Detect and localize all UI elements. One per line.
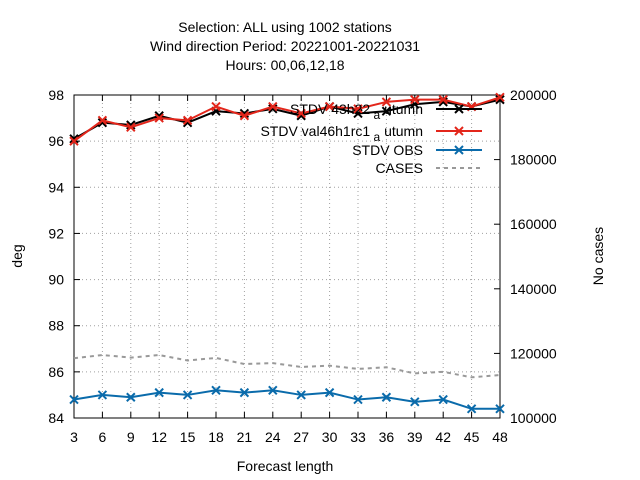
y2-tick-label: 180000 bbox=[510, 152, 557, 168]
chart-ticks: 3 6 9 12 15 18 21 24 27 30 33 36 39 42 45 4884868890929… bbox=[48, 87, 557, 445]
series-point-3 bbox=[381, 392, 392, 402]
series-point-3 bbox=[126, 392, 136, 402]
series-point-2 bbox=[268, 101, 278, 112]
legend-label-4: CASES bbox=[376, 160, 423, 176]
y2-tick-label: 120000 bbox=[510, 345, 557, 361]
y2-tick-label: 200000 bbox=[510, 87, 557, 103]
y-tick-label: 84 bbox=[48, 410, 64, 426]
series-line-2 bbox=[73, 96, 501, 142]
series-point-2 bbox=[182, 115, 193, 126]
y-tick-label: 94 bbox=[48, 179, 64, 195]
series-point-3 bbox=[438, 394, 448, 405]
series-point-1 bbox=[381, 106, 392, 116]
series-point-3 bbox=[495, 404, 505, 414]
y2-tick-label: 140000 bbox=[510, 281, 557, 297]
series-point-3 bbox=[324, 387, 335, 398]
plot-frame bbox=[73, 94, 501, 419]
series-point-3 bbox=[69, 394, 79, 405]
series-point-3 bbox=[353, 394, 363, 405]
series-point-2 bbox=[126, 122, 136, 133]
y-tick-label: 86 bbox=[48, 364, 64, 380]
y2-axis-label: No cases bbox=[590, 227, 606, 285]
series-point-1 bbox=[69, 134, 79, 144]
series-point-1 bbox=[239, 108, 250, 119]
series-point-3 bbox=[154, 387, 164, 398]
x-tick-label: 33 bbox=[350, 429, 366, 445]
series-point-3 bbox=[211, 385, 221, 396]
legend-marker-1 bbox=[454, 104, 464, 114]
series-point-3 bbox=[239, 387, 250, 398]
y-axis-label: deg bbox=[9, 244, 25, 267]
x-tick-label: 3 bbox=[70, 429, 78, 445]
series-point-3 bbox=[410, 397, 420, 407]
series-point-2 bbox=[353, 104, 363, 114]
chart-title-line-1: Selection: ALL using 1002 stations bbox=[178, 19, 392, 35]
x-tick-label: 30 bbox=[322, 429, 338, 445]
chart-title-line-2: Wind direction Period: 20221001-20221031 bbox=[150, 38, 420, 54]
chart-title-line-3: Hours: 00,06,12,18 bbox=[225, 57, 344, 73]
y-tick-label: 92 bbox=[48, 225, 64, 241]
series-point-3 bbox=[182, 390, 193, 400]
x-tick-label: 15 bbox=[180, 429, 196, 445]
y2-tick-label: 160000 bbox=[510, 216, 557, 232]
x-tick-label: 42 bbox=[435, 429, 451, 445]
chart-title: Selection: ALL using 1002 stations Wind … bbox=[150, 19, 420, 73]
x-tick-label: 18 bbox=[208, 429, 224, 445]
x-tick-label: 27 bbox=[293, 429, 309, 445]
x-tick-label: 21 bbox=[237, 429, 253, 445]
series-point-2 bbox=[438, 94, 448, 105]
legend-marker-2 bbox=[454, 126, 464, 136]
series-point-2 bbox=[296, 108, 306, 119]
series-point-2 bbox=[324, 101, 335, 112]
series-point-2 bbox=[381, 97, 392, 107]
series-point-2 bbox=[410, 94, 420, 105]
x-tick-label: 48 bbox=[492, 429, 508, 445]
x-axis-label: Forecast length bbox=[237, 458, 334, 474]
x-tick-label: 9 bbox=[127, 429, 135, 445]
y-tick-label: 88 bbox=[48, 318, 64, 334]
series-line-1 bbox=[73, 98, 501, 140]
series-point-1 bbox=[495, 94, 505, 105]
x-tick-label: 36 bbox=[379, 429, 395, 445]
series-point-3 bbox=[268, 385, 278, 396]
x-tick-label: 6 bbox=[99, 429, 107, 445]
y-tick-label: 90 bbox=[48, 272, 64, 288]
series-point-2 bbox=[154, 113, 164, 123]
x-tick-label: 12 bbox=[151, 429, 167, 445]
chart-series bbox=[69, 92, 505, 414]
chart-axes bbox=[73, 94, 501, 419]
series-point-3 bbox=[97, 390, 108, 400]
series-point-2 bbox=[211, 101, 221, 112]
legend-label-2: STDV val46h1rc1 a utumn bbox=[260, 123, 423, 144]
x-tick-label: 39 bbox=[407, 429, 423, 445]
series-point-2 bbox=[239, 111, 250, 121]
y-tick-label: 96 bbox=[48, 133, 64, 149]
series-point-3 bbox=[466, 404, 477, 414]
legend-marker-3 bbox=[454, 145, 464, 155]
legend-label-3: STDV OBS bbox=[352, 142, 423, 158]
series-line-3 bbox=[73, 389, 500, 410]
x-tick-label: 24 bbox=[265, 429, 281, 445]
series-point-2 bbox=[495, 92, 505, 103]
y-tick-label: 98 bbox=[48, 87, 64, 103]
x-tick-label: 45 bbox=[464, 429, 480, 445]
series-point-2 bbox=[69, 136, 79, 146]
y2-tick-label: 100000 bbox=[510, 410, 557, 426]
series-point-3 bbox=[296, 390, 306, 400]
legend-label-1: STDV 43h22 a utumn bbox=[290, 101, 423, 122]
series-point-2 bbox=[97, 115, 108, 126]
